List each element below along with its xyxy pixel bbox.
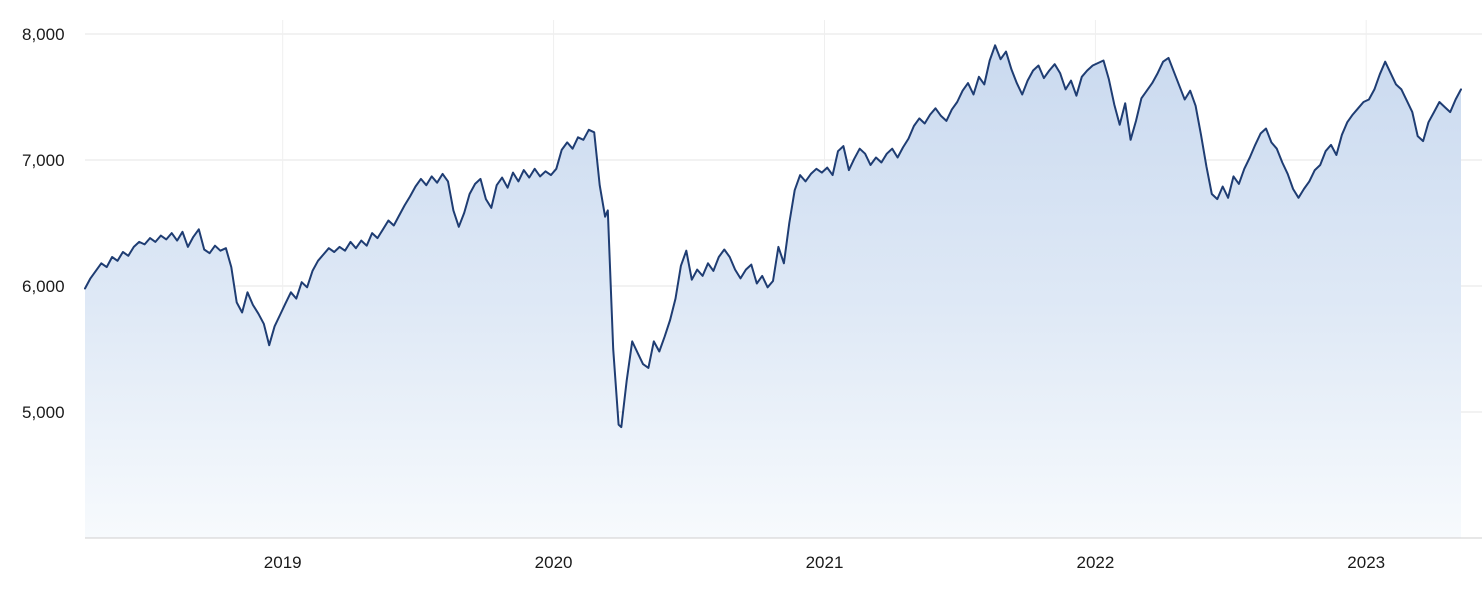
x-axis-tick-label: 2022 — [1076, 553, 1114, 572]
x-axis-tick-label: 2023 — [1347, 553, 1385, 572]
y-axis-tick-label: 7,000 — [22, 151, 65, 170]
price-line — [84, 44, 1462, 429]
x-axis-tick-label: 2020 — [535, 553, 573, 572]
area-fill — [85, 45, 1461, 539]
y-axis-tick-label: 6,000 — [22, 277, 65, 296]
x-axis-tick-label: 2019 — [264, 553, 302, 572]
y-axis-tick-label: 5,000 — [22, 403, 65, 422]
y-axis-tick-label: 8,000 — [22, 25, 65, 44]
x-axis-tick-label: 2021 — [806, 553, 844, 572]
